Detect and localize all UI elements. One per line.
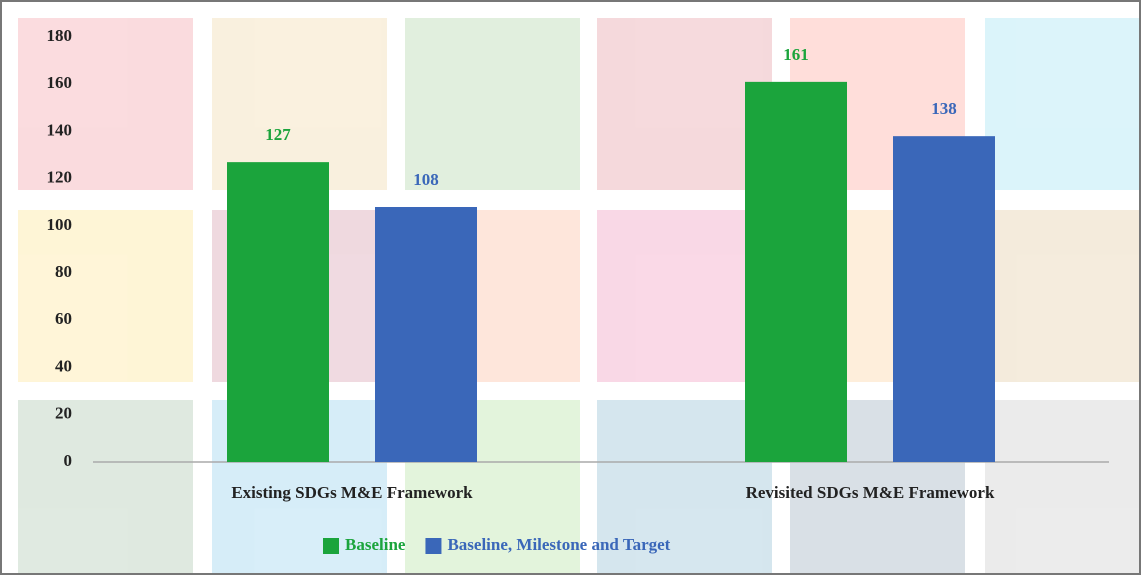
y-tick-label: 80 <box>55 262 72 281</box>
value-label: 138 <box>931 99 957 118</box>
y-tick-label: 60 <box>55 309 72 328</box>
value-label: 127 <box>265 125 291 144</box>
bar <box>227 162 329 462</box>
bar <box>893 136 995 462</box>
legend-label: Baseline, Milestone and Target <box>447 535 670 554</box>
y-tick-label: 160 <box>47 73 73 92</box>
value-label: 108 <box>413 170 439 189</box>
y-tick-label: 120 <box>47 168 73 187</box>
y-tick-label: 20 <box>55 404 72 423</box>
y-tick-label: 140 <box>47 120 73 139</box>
y-tick-label: 100 <box>47 215 73 234</box>
y-tick-label: 40 <box>55 356 72 375</box>
legend-swatch <box>425 538 442 554</box>
bar <box>745 81 847 462</box>
x-tick-label: Existing SDGs M&E Framework <box>231 483 473 502</box>
legend-swatch <box>323 538 339 554</box>
y-tick-label: 180 <box>47 26 73 45</box>
legend-label: Baseline <box>345 535 406 554</box>
x-tick-label: Revisited SDGs M&E Framework <box>746 483 995 502</box>
value-label: 161 <box>783 45 809 64</box>
bar <box>375 207 477 462</box>
y-tick-label: 0 <box>64 451 73 470</box>
